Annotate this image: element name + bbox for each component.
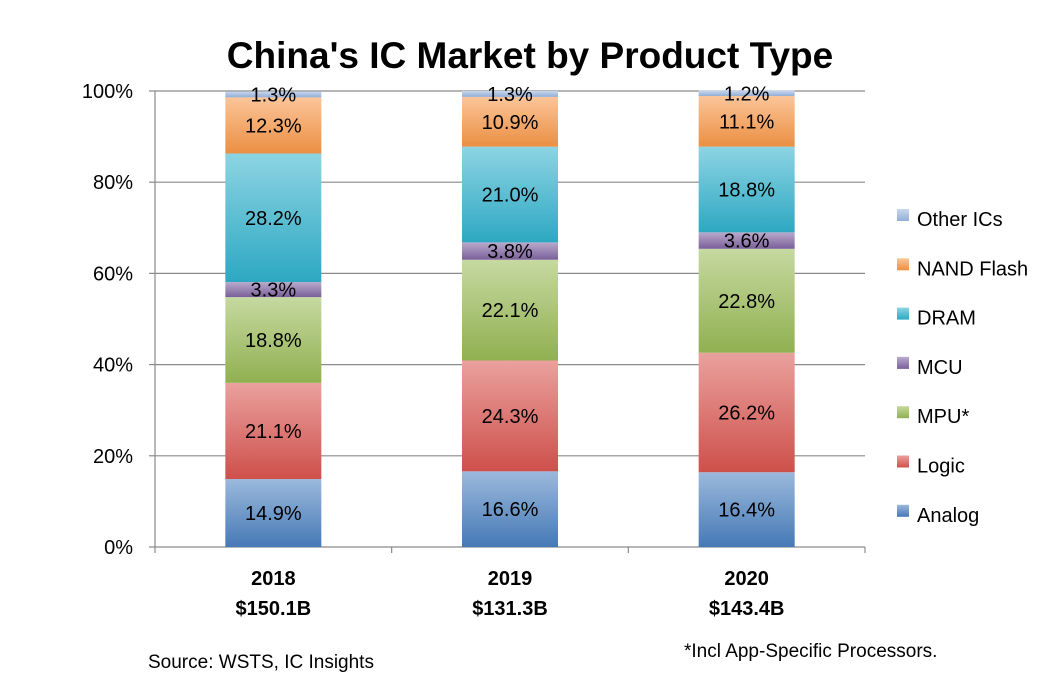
legend-swatch bbox=[897, 504, 909, 517]
source-note: Source: WSTS, IC Insights bbox=[148, 652, 374, 673]
bar-segment-mpu--2019 bbox=[462, 259, 558, 361]
legend-swatch bbox=[897, 455, 909, 468]
data-label: 1.3% bbox=[251, 84, 297, 106]
legend: Other ICs NAND Flash DRAM MCU MPU* Logic Analo… bbox=[897, 209, 1028, 527]
y-tick-label: 60% bbox=[93, 263, 133, 285]
bar-segment-mcu-2020 bbox=[698, 232, 795, 249]
data-label: 11.1% bbox=[719, 111, 774, 133]
x-category-total: $150.1B bbox=[236, 598, 312, 620]
bar-segment-mcu-2018 bbox=[225, 282, 322, 298]
footnote: *Incl App-Specific Processors. bbox=[684, 641, 937, 662]
legend-swatch bbox=[897, 356, 909, 369]
legend-label: MCU bbox=[917, 357, 963, 379]
bar-segment-mcu-2019 bbox=[462, 242, 558, 260]
y-tick-label: 20% bbox=[93, 446, 133, 468]
data-label: 22.8% bbox=[718, 291, 775, 313]
data-label: 18.8% bbox=[245, 330, 302, 352]
bar-segment-other-ics-2018 bbox=[225, 91, 322, 98]
bar-segment-analog-2018 bbox=[225, 479, 322, 547]
x-category-label: 2018 bbox=[251, 568, 296, 590]
data-labels: 14.9% 21.1% 18.8% 3.3% 28.2% 12.3% 1.3% 16.6% 24… bbox=[245, 83, 775, 525]
bars bbox=[225, 90, 795, 547]
data-label: 16.6% bbox=[482, 499, 539, 521]
bar-segment-nand-flash-2018 bbox=[225, 97, 322, 154]
data-label: 18.8% bbox=[718, 179, 775, 201]
bar-segment-logic-2019 bbox=[462, 360, 558, 472]
legend-swatch bbox=[897, 307, 909, 320]
y-tick-label: 100% bbox=[82, 81, 133, 103]
bar-segment-logic-2020 bbox=[698, 352, 795, 473]
data-label: 28.2% bbox=[245, 208, 302, 230]
data-label: 14.9% bbox=[245, 503, 302, 525]
legend-label: DRAM bbox=[917, 308, 976, 330]
bar-segment-other-ics-2019 bbox=[462, 91, 558, 97]
chart-title: China's IC Market by Product Type bbox=[227, 35, 833, 76]
bar-segment-analog-2019 bbox=[462, 471, 558, 547]
legend-swatch bbox=[897, 406, 909, 419]
legend-label: Analog bbox=[917, 505, 979, 527]
data-label: 10.9% bbox=[482, 112, 539, 134]
x-category-label: 2020 bbox=[724, 568, 769, 590]
data-label: 3.6% bbox=[724, 231, 770, 253]
bar-segment-nand-flash-2019 bbox=[462, 96, 558, 147]
data-label: 12.3% bbox=[245, 115, 302, 137]
data-label: 24.3% bbox=[482, 406, 539, 428]
bar-segment-nand-flash-2020 bbox=[698, 96, 795, 147]
data-label: 26.2% bbox=[718, 402, 775, 424]
bar-segment-analog-2020 bbox=[698, 472, 795, 547]
legend-label: MPU* bbox=[917, 406, 969, 428]
bar-segment-logic-2018 bbox=[225, 382, 322, 480]
bar-segment-dram-2019 bbox=[462, 146, 558, 243]
legend-label: Logic bbox=[917, 456, 965, 478]
data-label: 21.0% bbox=[482, 185, 539, 207]
legend-swatch bbox=[897, 258, 909, 271]
bar-segment-mpu--2020 bbox=[698, 248, 795, 353]
data-label: 1.2% bbox=[724, 83, 770, 105]
bar-segment-mpu--2018 bbox=[225, 297, 322, 383]
data-label: 22.1% bbox=[482, 300, 539, 322]
x-category-total: $143.4B bbox=[709, 598, 785, 620]
bar-segment-other-ics-2020 bbox=[698, 90, 795, 97]
y-tick-label: 0% bbox=[104, 537, 133, 559]
legend-label: NAND Flash bbox=[917, 258, 1028, 280]
y-tick-label: 40% bbox=[93, 355, 133, 377]
x-category-total: $131.3B bbox=[472, 598, 548, 620]
bar-segment-dram-2018 bbox=[225, 153, 322, 283]
data-label: 3.3% bbox=[251, 280, 297, 302]
data-label: 16.4% bbox=[718, 500, 775, 522]
y-tick-label: 80% bbox=[93, 172, 133, 194]
legend-swatch bbox=[897, 209, 909, 221]
legend-label: Other ICs bbox=[917, 209, 1003, 231]
bar-segment-dram-2020 bbox=[698, 146, 795, 233]
x-category-label: 2019 bbox=[488, 568, 533, 590]
data-label: 21.1% bbox=[245, 421, 302, 443]
data-label: 3.8% bbox=[487, 241, 533, 263]
data-label: 1.3% bbox=[487, 84, 533, 106]
